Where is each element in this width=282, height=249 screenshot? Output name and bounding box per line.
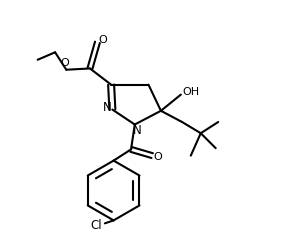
Text: O: O bbox=[98, 35, 107, 45]
Text: O: O bbox=[153, 152, 162, 162]
Text: OH: OH bbox=[183, 87, 200, 97]
Text: N: N bbox=[132, 124, 141, 137]
Text: N: N bbox=[103, 101, 111, 114]
Text: Cl: Cl bbox=[90, 219, 102, 232]
Text: O: O bbox=[61, 59, 69, 68]
